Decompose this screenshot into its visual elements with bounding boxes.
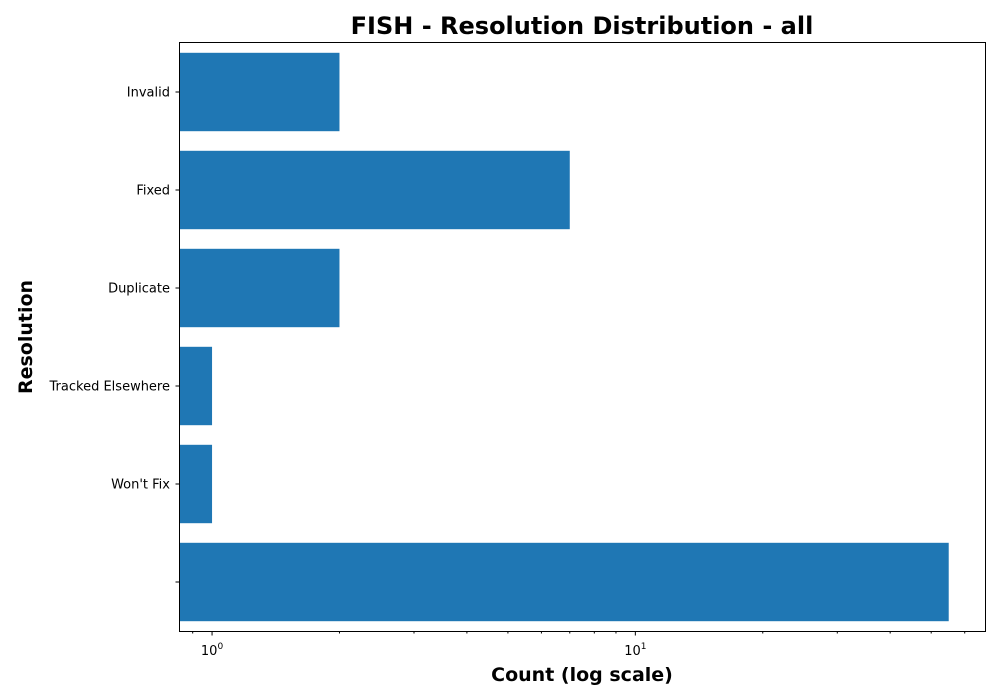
x-axis-label: Count (log scale) xyxy=(491,664,673,686)
y-tick-label: Fixed xyxy=(136,184,170,199)
x-tick-label: 101 xyxy=(624,642,646,659)
y-tick-label: Invalid xyxy=(127,86,170,101)
bar xyxy=(180,444,213,524)
plot-frame xyxy=(179,42,986,632)
bar xyxy=(180,52,340,132)
chart-title: FISH - Resolution Distribution - all xyxy=(351,12,814,40)
bar xyxy=(180,150,570,230)
x-tick-label: 100 xyxy=(201,642,224,659)
bar xyxy=(180,346,213,426)
y-tick-label: Duplicate xyxy=(108,282,170,297)
bar xyxy=(180,542,949,622)
bar xyxy=(180,248,340,328)
y-tick-label: Tracked Elsewhere xyxy=(49,380,170,395)
bars-group xyxy=(180,52,949,622)
y-tick-label: Won't Fix xyxy=(111,478,170,493)
y-axis: Won't Fix Tracked Elsewhere Duplicate Fixed… xyxy=(49,86,180,583)
y-axis-label: Resolution xyxy=(15,280,37,394)
x-axis: 100 101 xyxy=(192,631,966,659)
